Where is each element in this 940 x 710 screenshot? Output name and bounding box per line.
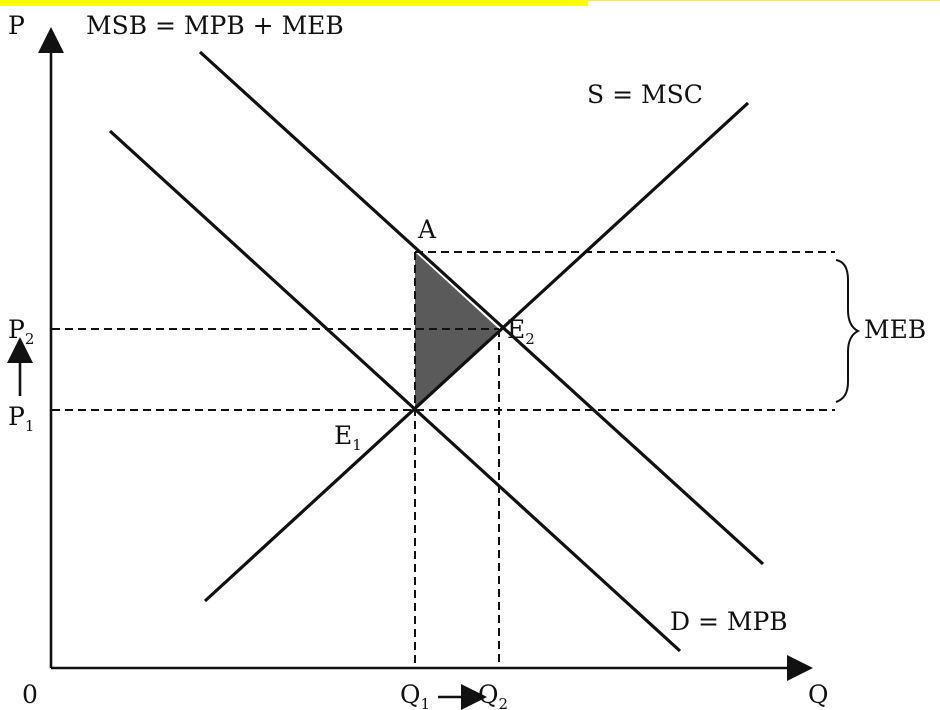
quantity-q2-label: Q2 bbox=[478, 680, 508, 710]
msb-label: MSB = MPB + MEB bbox=[86, 11, 344, 40]
quantity-q1-label: Q1 bbox=[400, 680, 430, 710]
point-a-label: A bbox=[417, 215, 437, 244]
price-p1-main: P bbox=[8, 402, 25, 431]
shaded-welfare-triangle bbox=[415, 252, 499, 409]
quantity-axis-label: Q bbox=[808, 680, 829, 709]
quantity-q1-sub: 1 bbox=[421, 695, 431, 710]
price-p1-sub: 1 bbox=[25, 417, 35, 435]
msb-curve bbox=[198, 50, 765, 566]
point-e2-sub: 2 bbox=[525, 330, 535, 348]
point-e2-label: E2 bbox=[507, 315, 535, 348]
point-e2-main: E bbox=[507, 315, 525, 344]
origin-label: 0 bbox=[22, 680, 38, 709]
meb-brace bbox=[835, 259, 861, 403]
highlight-strip bbox=[0, 0, 588, 6]
demand-mpb-curve bbox=[108, 129, 682, 653]
quantity-q2-main: Q bbox=[478, 680, 499, 709]
quantity-q2-sub: 2 bbox=[499, 695, 509, 710]
supply-msc-curve bbox=[203, 101, 750, 603]
supply-msc-label: S = MSC bbox=[587, 80, 703, 109]
point-e1-label: E1 bbox=[334, 421, 362, 454]
point-e1-sub: 1 bbox=[352, 436, 362, 454]
price-p2-label: P2 bbox=[8, 315, 34, 348]
price-p2-main: P bbox=[8, 315, 25, 344]
price-axis-label: P bbox=[8, 11, 25, 40]
demand-mpb-label: D = MPB bbox=[670, 607, 788, 636]
point-e1-main: E bbox=[334, 421, 352, 450]
highlight-strip-outline bbox=[588, 0, 940, 6]
price-p2-sub: 2 bbox=[25, 330, 35, 348]
price-p1-label: P1 bbox=[8, 402, 34, 435]
meb-label: MEB bbox=[864, 315, 926, 344]
quantity-q1-main: Q bbox=[400, 680, 421, 709]
